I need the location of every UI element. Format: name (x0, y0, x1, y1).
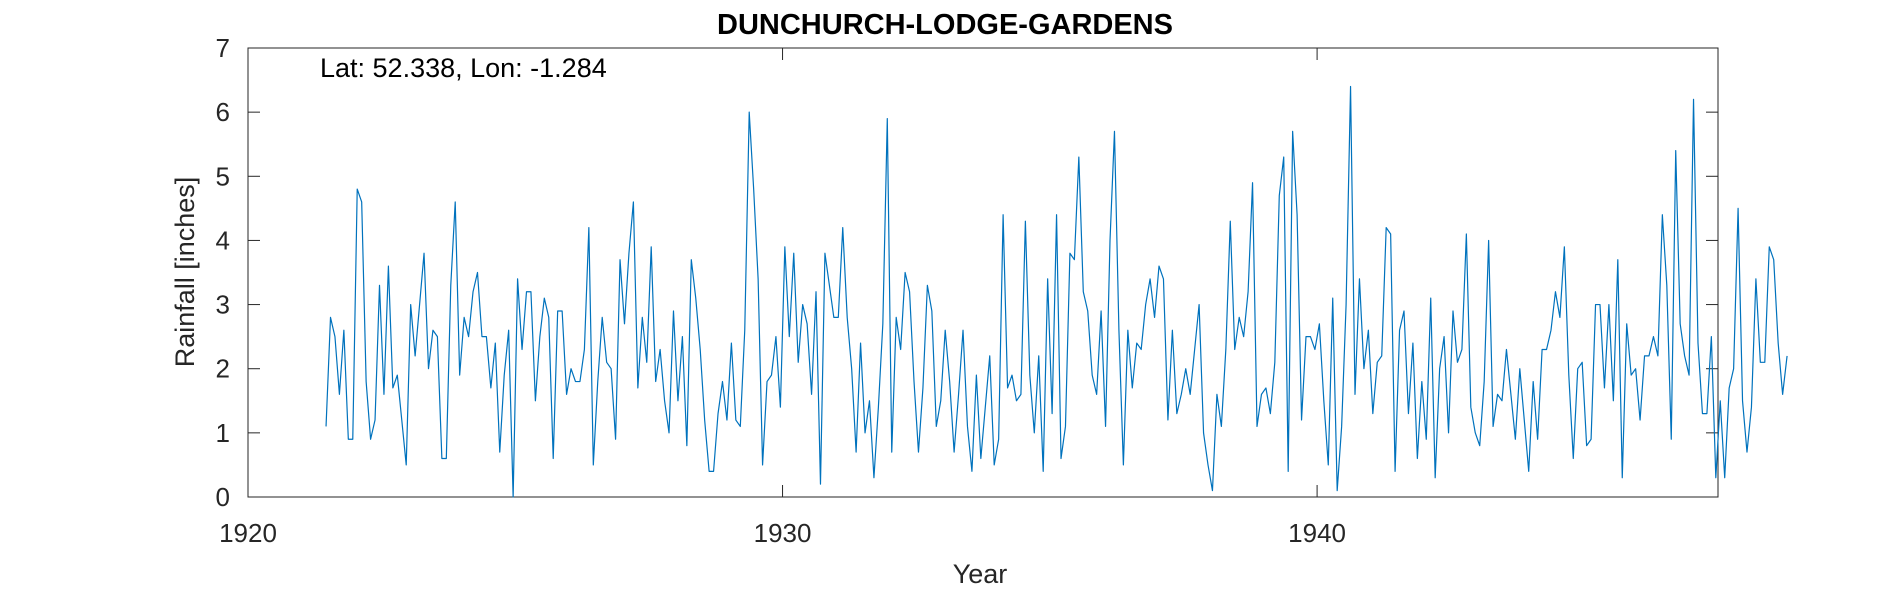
plot-box (247, 47, 1719, 498)
location-annotation: Lat: 52.338, Lon: -1.284 (320, 53, 607, 83)
y-tick-label: 4 (216, 225, 230, 255)
x-tick-label: 1940 (1288, 518, 1346, 548)
x-tick-label: 1930 (754, 518, 812, 548)
series-group (325, 85, 1788, 498)
plot-axes: 1920 1930 1940 0 1 2 3 4 5 6 7 (216, 33, 1719, 548)
y-tick-label: 0 (216, 482, 230, 512)
y-tick-label: 6 (216, 97, 230, 127)
y-tick-label: 1 (216, 418, 230, 448)
y-tick-label: 3 (216, 290, 230, 320)
chart-title: DUNCHURCH-LODGE-GARDENS (717, 9, 1173, 41)
y-tick-label: 7 (216, 33, 230, 63)
y-tick-label: 5 (216, 161, 230, 191)
y-axis-label: Rainfall [inches] (170, 177, 200, 368)
x-tick-label: 1920 (219, 518, 277, 548)
y-tick-label: 2 (216, 354, 230, 384)
rainfall-series-line (325, 85, 1788, 498)
x-axis-label: Year (953, 559, 1008, 589)
